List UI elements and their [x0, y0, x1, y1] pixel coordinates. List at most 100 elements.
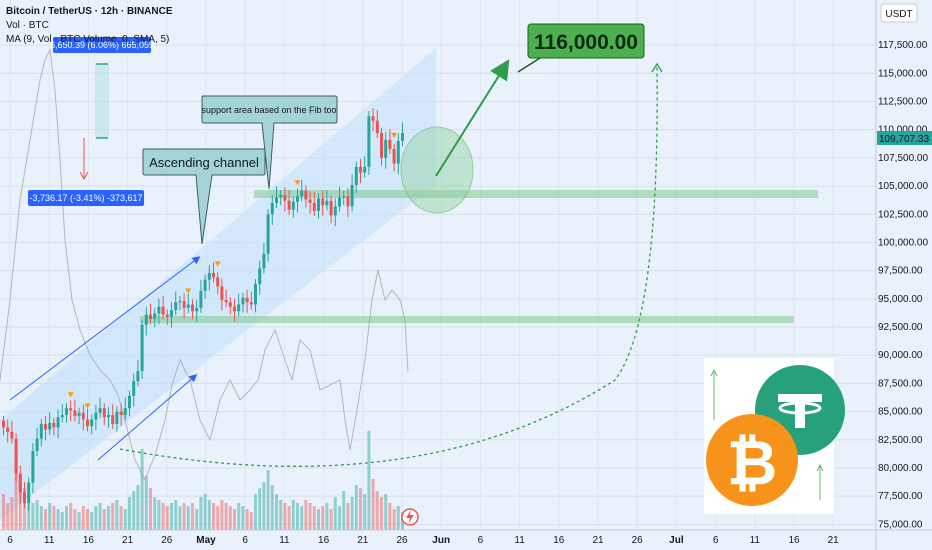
candle-body: [207, 272, 211, 280]
candle-body: [35, 438, 39, 452]
candle-body: [191, 304, 194, 312]
time-tick-label: 26: [396, 535, 408, 546]
volume-bar: [161, 503, 165, 530]
volume-bar: [48, 503, 52, 530]
candle-body: [23, 492, 26, 503]
candle-body: [300, 190, 304, 197]
support-zone-upper: [254, 190, 818, 198]
ma-legend[interactable]: MA (9, Vol · BTC Volume, 0, SMA, 5): [6, 34, 169, 45]
candle-body: [270, 202, 274, 215]
volume-bar: [266, 470, 270, 530]
volume-bar: [287, 506, 291, 530]
lightning-icon[interactable]: [401, 508, 419, 526]
candle-body: [107, 414, 110, 418]
volume-bar: [65, 506, 68, 530]
volume-bar: [321, 506, 325, 530]
logo-card: ₿: [704, 358, 845, 514]
volume-bar: [94, 506, 98, 530]
time-tick-label: 11: [514, 535, 525, 546]
candle-body: [6, 427, 10, 432]
candle-body: [56, 417, 60, 428]
candle-body: [44, 424, 47, 430]
swing-marker: [67, 392, 74, 398]
volume-bar: [182, 503, 186, 530]
bitcoin-symbol-icon: ₿: [727, 426, 778, 499]
price-tick-label: 102,500.00: [878, 209, 928, 220]
volume-bar: [270, 485, 274, 530]
time-tick-label: 21: [122, 535, 134, 546]
candle-body: [388, 139, 392, 149]
volume-bar: [111, 503, 115, 530]
candle-body: [86, 419, 89, 427]
currency-button[interactable]: USDT: [880, 3, 918, 23]
volume-bars: [2, 431, 404, 530]
volume-bar: [27, 494, 31, 530]
swing-marker: [214, 261, 221, 267]
volume-bar: [157, 500, 161, 530]
candle-body: [136, 371, 140, 382]
candle-body: [60, 414, 64, 418]
volume-bar: [233, 509, 236, 530]
measure-label-down[interactable]: -3,736.17 (-3.41%) -373,617: [28, 190, 144, 206]
candle-body: [18, 473, 22, 493]
candle-body: [363, 166, 367, 173]
candle-body: [140, 324, 144, 371]
candle-body: [115, 411, 119, 424]
price-axis[interactable]: 75,000.00 77,500.00 80,000.00 82,500.00 85,0…: [878, 40, 928, 530]
volume-bar: [350, 497, 354, 530]
price-tick-label: 87,500.00: [878, 378, 923, 389]
price-tick-label: 110,000.00: [878, 125, 928, 136]
symbol-title[interactable]: Bitcoin / TetherUS · 12h · BINANCE: [6, 6, 173, 17]
volume-bar: [388, 503, 392, 530]
volume-bar: [14, 455, 18, 530]
price-tick-label: 112,500.00: [878, 96, 928, 107]
candle-body: [329, 200, 333, 216]
volume-legend[interactable]: Vol · BTC: [6, 20, 49, 31]
volume-bar: [119, 506, 123, 530]
volume-bar: [23, 488, 26, 530]
volume-bar: [203, 494, 207, 530]
candle-body: [170, 310, 173, 317]
target-price-label[interactable]: 116,000.00: [527, 23, 645, 59]
candle-body: [237, 304, 241, 312]
measure-label-up[interactable]: 6,650.39 (6.06%) 665,059: [50, 37, 154, 53]
time-tick-label: 16: [83, 535, 95, 546]
volume-bar: [220, 500, 224, 530]
bitcoin-logo-icon: [706, 414, 798, 506]
volume-bar: [98, 503, 102, 530]
volume-bar: [304, 500, 308, 530]
candle-body: [350, 184, 354, 207]
time-tick-label: 26: [632, 535, 644, 546]
volume-bar: [77, 512, 81, 530]
time-tick-label: 6: [7, 535, 13, 546]
time-tick-label: Jun: [432, 535, 450, 546]
swing-marker: [391, 132, 398, 138]
candle-body: [216, 277, 220, 287]
candle-body: [312, 202, 316, 211]
time-tick-label: 6: [242, 535, 248, 546]
volume-bar: [178, 506, 182, 530]
volume-bar: [241, 506, 245, 530]
time-tick-label: 21: [828, 535, 840, 546]
support-area-callout[interactable]: support area based on the Fib too: [201, 95, 338, 190]
price-tick-label: 92,500.00: [878, 322, 923, 333]
time-axis[interactable]: 6 11 16 21 26 May 6 11 16 21 26 Jun 6 11 16 21 26 Jul 6 11 1…: [7, 535, 839, 546]
candle-body: [203, 279, 207, 291]
current-price-label: 109,707.33: [877, 131, 932, 145]
volume-bar: [56, 509, 60, 530]
candle-body: [308, 199, 312, 203]
channel-line-upper: [9, 256, 201, 401]
candle-body: [367, 116, 371, 167]
candle-body: [48, 422, 52, 430]
volume-bar: [325, 503, 329, 530]
candle-body: [279, 195, 283, 198]
volume-bar: [375, 491, 379, 530]
candle-body: [27, 482, 31, 503]
volume-bar: [254, 494, 257, 530]
candle-body: [338, 197, 341, 207]
volume-bar: [329, 509, 333, 530]
price-tick-label: 97,500.00: [878, 266, 923, 277]
volume-bar: [73, 509, 77, 530]
volume-bar: [86, 509, 89, 530]
